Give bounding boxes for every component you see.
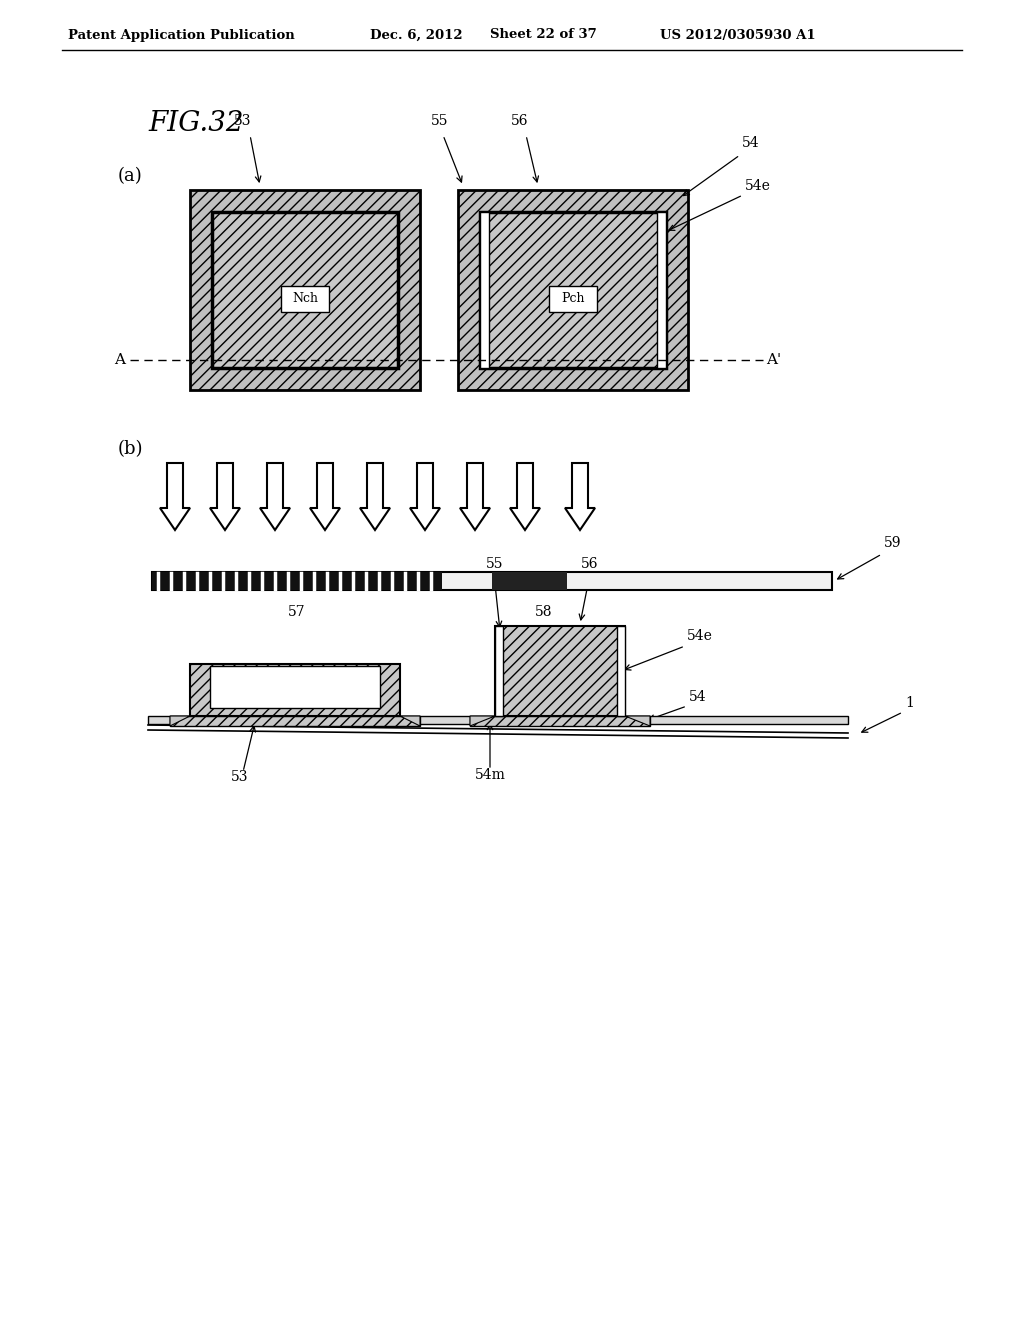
Text: 54e: 54e <box>745 180 771 193</box>
Bar <box>657 213 666 368</box>
Text: 53: 53 <box>234 114 252 128</box>
Bar <box>152 572 831 590</box>
Bar <box>495 626 625 715</box>
Polygon shape <box>565 463 595 531</box>
Bar <box>458 190 688 389</box>
Polygon shape <box>410 463 440 531</box>
Bar <box>210 667 380 708</box>
Bar <box>190 664 400 715</box>
Bar <box>470 715 650 726</box>
Text: 54: 54 <box>689 690 707 704</box>
Text: Dec. 6, 2012: Dec. 6, 2012 <box>370 29 463 41</box>
Text: 57: 57 <box>288 605 306 619</box>
Text: FIG.32: FIG.32 <box>148 110 244 137</box>
Bar <box>212 213 398 368</box>
Polygon shape <box>510 463 540 531</box>
Polygon shape <box>360 463 390 531</box>
Text: (a): (a) <box>118 168 142 185</box>
Bar <box>152 572 442 590</box>
Bar <box>190 190 420 389</box>
Text: A': A' <box>766 352 781 367</box>
Bar <box>617 626 625 715</box>
Text: 54m: 54m <box>474 768 506 781</box>
Bar <box>148 715 848 723</box>
Text: Patent Application Publication: Patent Application Publication <box>68 29 295 41</box>
Text: Sheet 22 of 37: Sheet 22 of 37 <box>490 29 597 41</box>
Polygon shape <box>210 463 240 531</box>
Bar <box>549 286 597 312</box>
Text: (b): (b) <box>118 440 143 458</box>
Text: 54e: 54e <box>687 630 713 643</box>
Text: US 2012/0305930 A1: US 2012/0305930 A1 <box>660 29 816 41</box>
Text: 1: 1 <box>905 696 913 710</box>
Text: 58: 58 <box>535 605 552 619</box>
Bar <box>281 286 329 312</box>
Polygon shape <box>260 463 290 531</box>
Text: Nch: Nch <box>292 293 318 305</box>
Polygon shape <box>460 463 490 531</box>
Text: 53: 53 <box>231 770 249 784</box>
Text: 59: 59 <box>884 536 901 550</box>
Text: A: A <box>114 352 125 367</box>
Polygon shape <box>310 463 340 531</box>
Text: 55: 55 <box>431 114 449 128</box>
Bar <box>495 626 503 715</box>
Text: 54: 54 <box>742 136 760 150</box>
Polygon shape <box>160 463 190 531</box>
Polygon shape <box>170 715 190 726</box>
Polygon shape <box>625 715 650 726</box>
Polygon shape <box>470 715 495 726</box>
Text: 55: 55 <box>486 557 504 572</box>
Bar <box>492 572 567 590</box>
Text: 56: 56 <box>582 557 599 572</box>
Bar <box>480 213 666 368</box>
Bar <box>170 715 420 726</box>
Text: Pch: Pch <box>561 293 585 305</box>
Bar <box>480 213 489 368</box>
Polygon shape <box>400 715 420 726</box>
Text: 56: 56 <box>511 114 528 128</box>
